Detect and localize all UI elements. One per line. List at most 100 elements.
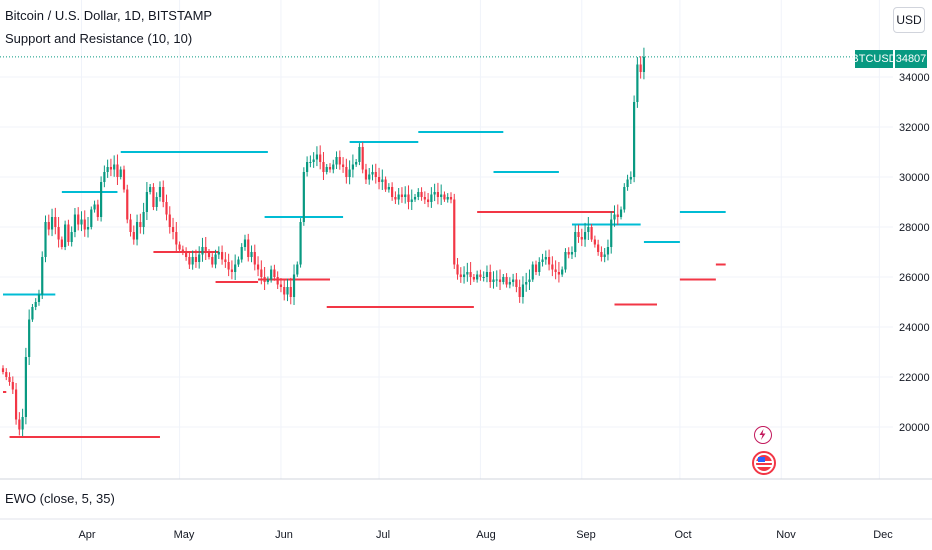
candle bbox=[21, 417, 24, 430]
candle bbox=[328, 167, 332, 170]
candle bbox=[430, 194, 433, 202]
candle bbox=[50, 217, 54, 230]
candle bbox=[64, 224, 67, 247]
candle bbox=[443, 194, 446, 200]
candle bbox=[132, 232, 135, 240]
indicator-legend[interactable]: Support and Resistance (10, 10) bbox=[5, 31, 193, 46]
time-tick: Dec bbox=[873, 529, 893, 541]
candle bbox=[420, 192, 423, 197]
time-tick: Jul bbox=[375, 529, 391, 541]
candle bbox=[462, 274, 466, 277]
symbol-price-tag: BTCUSD bbox=[851, 50, 897, 68]
candle bbox=[610, 219, 613, 247]
candle bbox=[446, 197, 449, 200]
candle bbox=[286, 287, 289, 295]
candle bbox=[276, 277, 279, 285]
lightning-icon[interactable] bbox=[754, 426, 772, 444]
candle bbox=[404, 194, 407, 197]
candle bbox=[554, 269, 557, 272]
candle bbox=[70, 232, 73, 242]
candle bbox=[279, 284, 283, 287]
candle bbox=[139, 222, 142, 227]
time-tick: Aug bbox=[476, 529, 496, 541]
candle bbox=[564, 252, 567, 270]
candle bbox=[512, 279, 515, 282]
ewo-legend[interactable]: EWO (close, 5, 35) bbox=[5, 491, 115, 506]
candle bbox=[528, 279, 531, 282]
price-tick: 20000 bbox=[899, 422, 930, 434]
candle bbox=[256, 264, 260, 270]
candle bbox=[103, 172, 106, 182]
candle bbox=[449, 197, 453, 200]
candle bbox=[204, 247, 207, 252]
price-tick: 26000 bbox=[899, 272, 930, 284]
candle bbox=[636, 64, 639, 102]
candle bbox=[109, 167, 113, 170]
candle bbox=[158, 187, 162, 197]
candle bbox=[623, 187, 626, 210]
candle bbox=[642, 56, 646, 72]
candle bbox=[44, 222, 47, 257]
candle bbox=[319, 154, 322, 162]
candle bbox=[433, 192, 436, 195]
candle bbox=[178, 244, 181, 250]
candle bbox=[5, 372, 8, 377]
candle bbox=[544, 257, 547, 260]
candle bbox=[194, 257, 198, 262]
candle bbox=[299, 222, 302, 265]
currency-button[interactable]: USD bbox=[893, 7, 925, 33]
candle bbox=[8, 377, 11, 382]
symbol-title[interactable]: Bitcoin / U.S. Dollar, 1D, BITSTAMP bbox=[5, 8, 213, 23]
us-flag-icon[interactable] bbox=[752, 451, 776, 475]
candle bbox=[538, 262, 541, 272]
candle bbox=[358, 147, 361, 162]
candle bbox=[361, 147, 364, 170]
candle bbox=[485, 272, 489, 277]
candle bbox=[220, 252, 224, 260]
candle bbox=[469, 272, 472, 277]
candle bbox=[83, 219, 86, 230]
candle bbox=[417, 192, 420, 197]
candle bbox=[619, 209, 623, 217]
candle bbox=[498, 279, 502, 282]
candle bbox=[145, 192, 148, 212]
candle bbox=[348, 169, 351, 177]
candle bbox=[351, 164, 354, 170]
candle bbox=[90, 209, 93, 227]
candle bbox=[597, 244, 600, 252]
candle bbox=[106, 167, 109, 172]
candle bbox=[492, 279, 495, 282]
candle bbox=[24, 357, 27, 417]
candle bbox=[77, 214, 80, 225]
candle bbox=[198, 254, 201, 262]
candle bbox=[129, 219, 132, 232]
candle bbox=[557, 272, 560, 275]
time-tick: Jun bbox=[275, 529, 293, 541]
candle bbox=[580, 237, 583, 240]
price-tick: 32000 bbox=[899, 122, 930, 134]
candle bbox=[113, 164, 116, 170]
candle bbox=[479, 274, 482, 277]
candle bbox=[14, 389, 18, 420]
candle bbox=[168, 214, 171, 227]
candle bbox=[165, 202, 168, 215]
candle bbox=[593, 239, 596, 245]
candle bbox=[567, 252, 570, 255]
candle bbox=[60, 239, 63, 247]
time-tick: Sep bbox=[576, 529, 596, 541]
candle bbox=[472, 277, 475, 280]
candle bbox=[518, 287, 521, 297]
candle bbox=[67, 224, 70, 242]
candle bbox=[603, 254, 606, 257]
candle bbox=[436, 192, 440, 197]
candle bbox=[224, 259, 227, 262]
candle bbox=[260, 269, 263, 277]
candle bbox=[521, 284, 525, 297]
candle bbox=[266, 279, 269, 282]
time-tick: Apr bbox=[78, 529, 96, 541]
candle bbox=[250, 252, 253, 257]
candle bbox=[306, 162, 309, 172]
candle bbox=[387, 187, 390, 190]
time-tick: Oct bbox=[674, 529, 692, 541]
